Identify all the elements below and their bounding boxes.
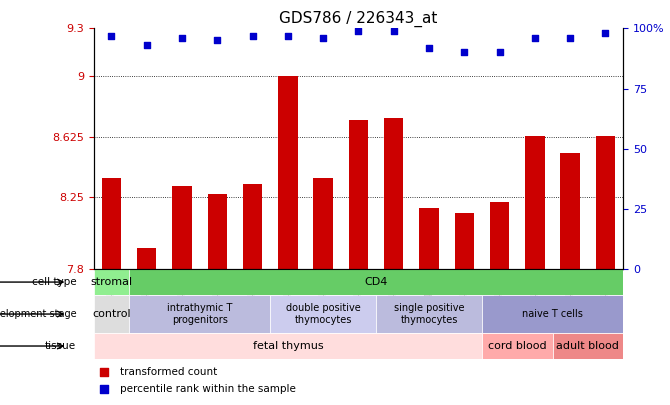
Title: GDS786 / 226343_at: GDS786 / 226343_at	[279, 11, 438, 27]
Point	[600, 30, 611, 36]
Text: fetal thymus: fetal thymus	[253, 341, 323, 351]
Point	[99, 386, 110, 392]
Point	[106, 32, 117, 39]
Point	[529, 35, 540, 41]
Point	[99, 369, 110, 375]
Bar	[172, 185, 192, 269]
Point	[177, 35, 188, 41]
FancyBboxPatch shape	[129, 269, 623, 295]
Bar	[596, 136, 615, 269]
Text: transformed count: transformed count	[121, 367, 218, 377]
FancyBboxPatch shape	[94, 333, 482, 359]
Text: intrathymic T
progenitors: intrathymic T progenitors	[167, 303, 232, 325]
Bar	[349, 120, 368, 269]
FancyBboxPatch shape	[376, 295, 482, 333]
Bar	[314, 177, 333, 269]
Point	[389, 28, 399, 34]
Point	[318, 35, 328, 41]
Point	[141, 42, 152, 49]
FancyBboxPatch shape	[94, 269, 129, 295]
Text: naive T cells: naive T cells	[522, 309, 583, 319]
Point	[212, 37, 222, 44]
Text: cell type: cell type	[31, 277, 76, 287]
Point	[247, 32, 258, 39]
Text: development stage: development stage	[0, 309, 76, 319]
Bar	[490, 202, 509, 269]
Text: percentile rank within the sample: percentile rank within the sample	[121, 384, 296, 394]
Bar	[525, 136, 545, 269]
Point	[459, 49, 470, 55]
Point	[353, 28, 364, 34]
FancyBboxPatch shape	[270, 295, 376, 333]
Bar	[137, 248, 156, 269]
Text: single positive
thymocytes: single positive thymocytes	[394, 303, 464, 325]
Bar	[384, 118, 403, 269]
Bar	[278, 77, 297, 269]
Text: tissue: tissue	[45, 341, 76, 351]
FancyBboxPatch shape	[482, 295, 623, 333]
Text: cord blood: cord blood	[488, 341, 547, 351]
Point	[283, 32, 293, 39]
Text: control: control	[92, 309, 131, 319]
Text: stromal: stromal	[90, 277, 133, 287]
Text: double positive
thymocytes: double positive thymocytes	[286, 303, 360, 325]
FancyBboxPatch shape	[553, 333, 623, 359]
Bar	[243, 184, 262, 269]
Point	[565, 35, 576, 41]
Bar	[102, 177, 121, 269]
Bar	[455, 213, 474, 269]
Point	[423, 45, 434, 51]
Point	[494, 49, 505, 55]
Bar	[419, 208, 439, 269]
FancyBboxPatch shape	[482, 333, 553, 359]
Text: CD4: CD4	[364, 277, 388, 287]
FancyBboxPatch shape	[129, 295, 270, 333]
Text: adult blood: adult blood	[556, 341, 619, 351]
Bar	[208, 194, 227, 269]
Bar	[561, 153, 580, 269]
FancyBboxPatch shape	[94, 295, 129, 333]
